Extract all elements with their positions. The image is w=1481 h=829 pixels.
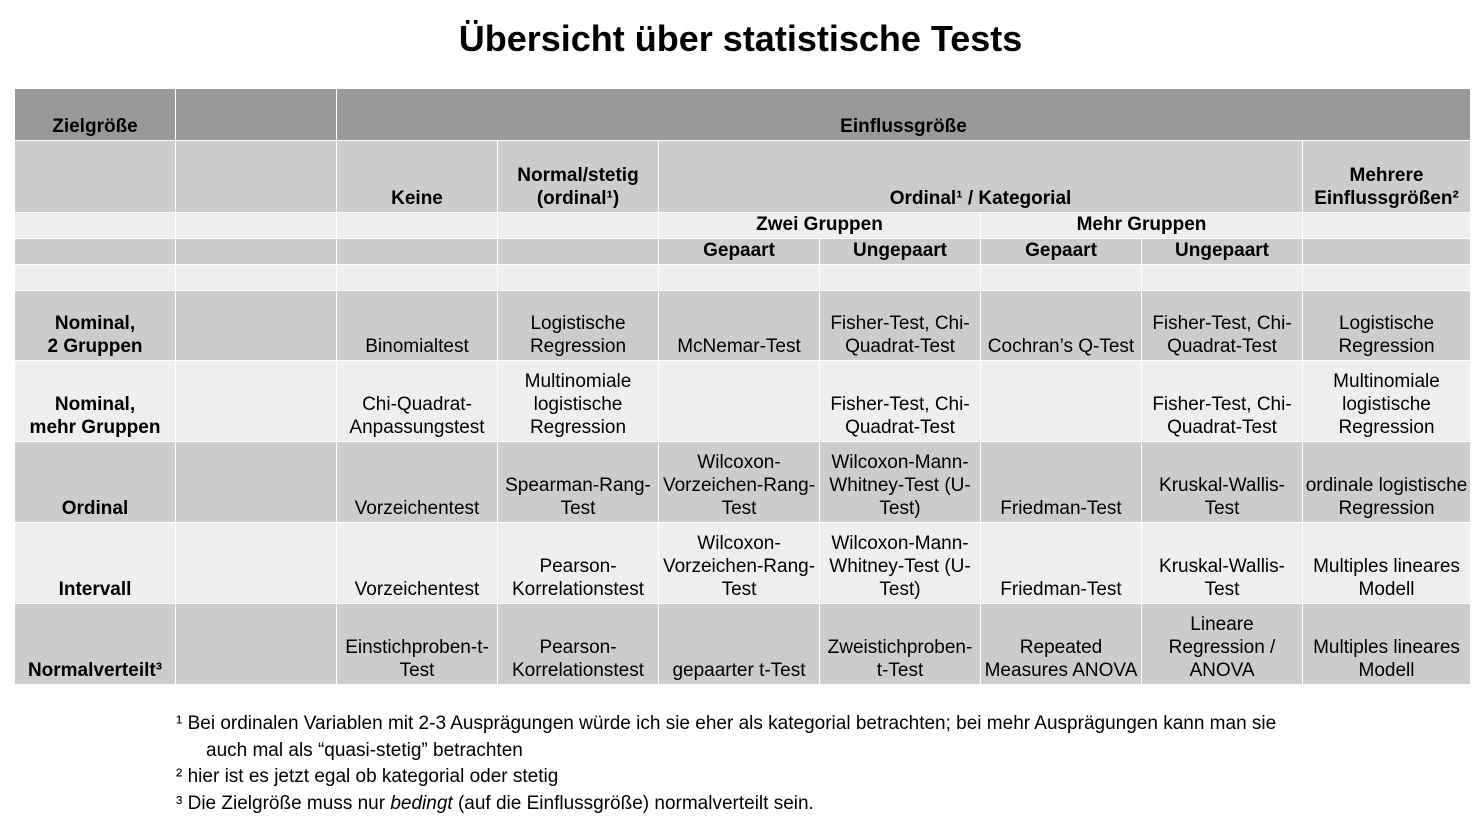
header-gepaart: Gepaart [980,238,1142,265]
table-cell: Fisher-Test, Chi-Quadrat-Test [819,290,981,361]
table-cell: Spearman-Rang-Test [497,441,659,523]
header-normal-stetig: Normal/stetig (ordinal¹) [497,140,659,213]
table-cell: McNemar-Test [658,290,820,361]
row-empty-cell [175,441,337,523]
table-cell: Chi-Quadrat-Anpassungstest [336,360,498,442]
header-empty-cell [1302,238,1471,265]
header-row-1: Zielgröße Einflussgröße [14,88,1471,141]
header-ordinal-kategorial: Ordinal¹ / Kategorial [658,140,1303,213]
table-row: Normalverteilt³ Einstichproben-t-Test Pe… [14,603,1471,685]
table-cell: Multinomiale logistische Regression [1302,360,1471,442]
header-empty-cell [175,212,337,239]
header-empty-cell [175,238,337,265]
header-empty-cell [175,140,337,213]
header-zielgroesse: Zielgröße [14,88,176,141]
header-gepaart: Gepaart [658,238,820,265]
footnote-1-line-2: auch mal als “quasi-stetig” betrachten [206,739,523,761]
header-empty-cell [336,212,498,239]
table-cell: Cochran’s Q-Test [980,290,1142,361]
footnotes: ¹ Bei ordinalen Variablen mit 2-3 Ausprä… [176,711,1416,817]
header-keine: Keine [336,140,498,213]
footnote-1-line-1: ¹ Bei ordinalen Variablen mit 2-3 Ausprä… [176,713,1277,734]
table-cell: Multiples lineares Modell [1302,603,1471,685]
table-cell: Einstichproben-t-Test [336,603,498,685]
table-row: Nominal, mehr Gruppen Chi-Quadrat-Anpass… [14,360,1471,442]
table-cell: Pearson-Korrelationstest [497,603,659,685]
header-empty-cell [1302,212,1471,239]
row-empty-cell [175,603,337,685]
header-row-3: Zwei Gruppen Mehr Gruppen [14,212,1471,239]
table-cell: Vorzeichentest [336,441,498,523]
header-mehr-gruppen: Mehr Gruppen [980,212,1303,239]
row-label-ordinal: Ordinal [14,441,176,523]
table-cell: Friedman-Test [980,522,1142,604]
table-cell: Binomialtest [336,290,498,361]
row-empty-cell [175,290,337,361]
table-cell: Wilcoxon-Vorzeichen-Rang-Test [658,441,820,523]
row-label-nominal-2-gruppen: Nominal, 2 Gruppen [14,290,176,361]
header-empty-cell [497,238,659,265]
table-cell: Wilcoxon-Mann-Whitney-Test (U-Test) [819,441,981,523]
statistical-tests-table: Zielgröße Einflussgröße Keine Normal/ste… [14,88,1471,685]
table-cell [980,360,1142,442]
header-zwei-gruppen: Zwei Gruppen [658,212,981,239]
table-cell: Multiples lineares Modell [1302,522,1471,604]
row-label-intervall: Intervall [14,522,176,604]
spacer-row [14,264,1471,291]
header-empty-cell [497,212,659,239]
table-cell: Fisher-Test, Chi-Quadrat-Test [1141,360,1303,442]
table-cell: Vorzeichentest [336,522,498,604]
table-cell: Lineare Regression / ANOVA [1141,603,1303,685]
table-row: Ordinal Vorzeichentest Spearman-Rang-Tes… [14,441,1471,523]
header-empty-cell [14,238,176,265]
table-cell [658,360,820,442]
page-title: Übersicht über statistische Tests [458,18,1023,59]
header-empty-cell [14,140,176,213]
row-empty-cell [175,360,337,442]
table-cell: ordinale logistische Regression [1302,441,1471,523]
footnote-2: ² hier ist es jetzt egal ob kategorial o… [176,766,559,787]
table-cell: Friedman-Test [980,441,1142,523]
row-label-normalverteilt: Normalverteilt³ [14,603,176,685]
footnote-3-post: (auf die Einflussgröße) normalverteilt s… [452,792,814,814]
header-empty-cell [336,238,498,265]
table-cell: Wilcoxon-Vorzeichen-Rang-Test [658,522,820,604]
footnote-3-emphasis: bedingt [390,792,453,814]
table-cell: Fisher-Test, Chi-Quadrat-Test [819,360,981,442]
header-mehrere: Mehrere Einflussgrößen² [1302,140,1471,213]
table-cell: Kruskal-Wallis-Test [1141,522,1303,604]
header-einflussgroesse: Einflussgröße [336,88,1471,141]
table-cell: Pearson-Korrelationstest [497,522,659,604]
table-row: Nominal, 2 Gruppen Binomialtest Logistis… [14,290,1471,361]
row-label-nominal-mehr-gruppen: Nominal, mehr Gruppen [14,360,176,442]
header-row-4: Gepaart Ungepaart Gepaart Ungepaart [14,238,1471,265]
header-ungepaart: Ungepaart [819,238,981,265]
table-cell: Logistische Regression [497,290,659,361]
table-cell: Logistische Regression [1302,290,1471,361]
header-empty-cell [14,212,176,239]
table-cell: Zweistichproben-t-Test [819,603,981,685]
table-cell: Wilcoxon-Mann-Whitney-Test (U-Test) [819,522,981,604]
header-row-2: Keine Normal/stetig (ordinal¹) Ordinal¹ … [14,140,1471,213]
table-cell: Kruskal-Wallis-Test [1141,441,1303,523]
header-ungepaart: Ungepaart [1141,238,1303,265]
footnote-3: ³ Die Zielgröße muss nur bedingt (auf di… [176,791,1416,818]
table-cell: Multinomiale logistische Regression [497,360,659,442]
header-empty-cell [175,88,337,141]
table-row: Intervall Vorzeichentest Pearson-Korrela… [14,522,1471,604]
table-cell: gepaarter t-Test [658,603,820,685]
table-cell: Fisher-Test, Chi-Quadrat-Test [1141,290,1303,361]
row-empty-cell [175,522,337,604]
table-cell: Repeated Measures ANOVA [980,603,1142,685]
footnote-3-pre: ³ Die Zielgröße muss nur [176,792,391,814]
